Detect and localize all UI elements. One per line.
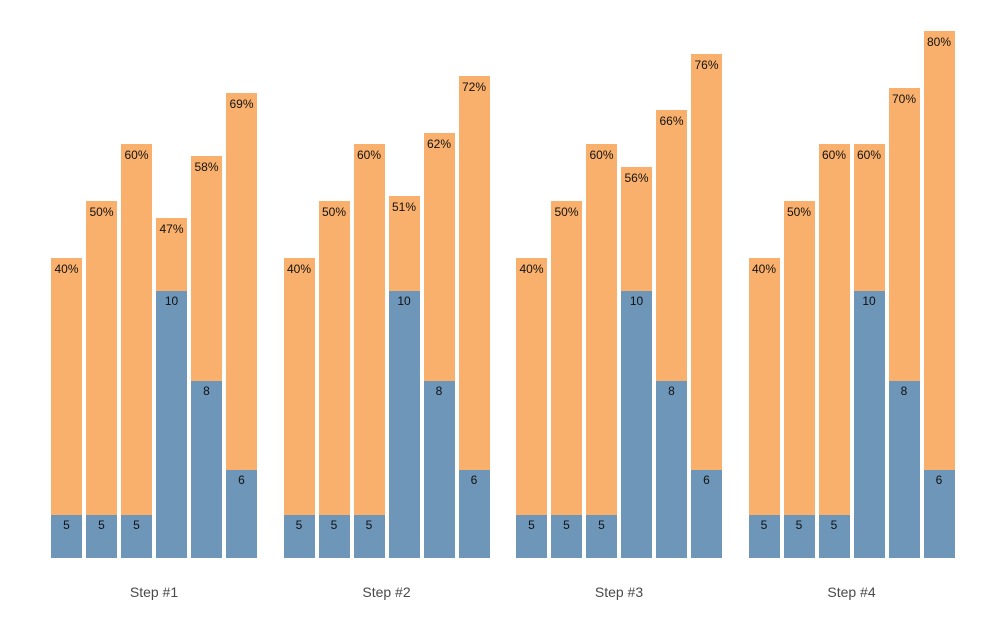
value-bar: 5 (748, 515, 780, 558)
bar-value-label: 8 (900, 384, 908, 398)
bar-percent-label: 70% (891, 92, 917, 106)
bar-percent-label: 50% (321, 205, 347, 219)
bar-percent-label: 60% (589, 148, 614, 162)
bar-value-label: 10 (397, 294, 411, 308)
percent-bar: 60% (353, 144, 385, 558)
bar-percent-label: 60% (356, 148, 382, 162)
percent-bar: 40% (516, 258, 547, 558)
percent-bar: 40% (51, 258, 82, 558)
percent-bar: 50% (551, 201, 582, 558)
bar-value-label: 5 (365, 518, 373, 532)
value-bar: 10 (388, 291, 420, 558)
bar-value-label: 10 (164, 294, 179, 308)
bar-value-label: 5 (760, 518, 768, 532)
bar-percent-label: 40% (519, 262, 544, 276)
bar-percent-label: 80% (926, 35, 952, 49)
bar-percent-label: 47% (159, 222, 184, 236)
value-bar: 6 (226, 470, 257, 558)
bar-percent-label: 40% (751, 262, 777, 276)
bar-value-label: 6 (470, 473, 478, 487)
percent-bar: 40% (748, 258, 780, 558)
value-bar: 5 (516, 515, 547, 558)
bar-percent-label: 69% (229, 97, 254, 111)
bar-percent-label: 50% (786, 205, 812, 219)
bar-value-label: 5 (98, 518, 105, 532)
bar-percent-label: 60% (856, 148, 882, 162)
percent-bar: 60% (121, 144, 152, 558)
group-label: Step #3 (594, 584, 644, 600)
percent-bar: 50% (783, 201, 815, 558)
value-bar: 8 (191, 381, 222, 558)
bar-value-label: 5 (330, 518, 338, 532)
value-bar: 10 (853, 291, 885, 558)
value-bar: 6 (458, 470, 490, 558)
bar-value-label: 6 (238, 473, 245, 487)
value-bar: 5 (51, 515, 82, 558)
bar-percent-label: 76% (694, 58, 719, 72)
value-bar: 5 (551, 515, 582, 558)
bar-value-label: 10 (862, 294, 876, 308)
bar-percent-label: 62% (426, 137, 452, 151)
bar-percent-label: 51% (391, 200, 417, 214)
bar-value-label: 5 (598, 518, 605, 532)
value-bar: 10 (156, 291, 187, 558)
value-bar: 5 (783, 515, 815, 558)
bar-value-label: 8 (435, 384, 443, 398)
value-bar: 5 (121, 515, 152, 558)
value-bar: 5 (818, 515, 850, 558)
percent-bar: 40% (283, 258, 315, 558)
bar-percent-label: 40% (54, 262, 79, 276)
bar-percent-label: 58% (194, 160, 219, 174)
bar-value-label: 8 (668, 384, 675, 398)
bar-value-label: 5 (795, 518, 803, 532)
percent-bar: 60% (586, 144, 617, 558)
group-label: Step #1 (129, 584, 179, 600)
bar-value-label: 5 (528, 518, 535, 532)
bar-value-label: 5 (830, 518, 838, 532)
value-bar: 8 (656, 381, 687, 558)
bar-percent-label: 50% (89, 205, 114, 219)
bar-value-label: 5 (295, 518, 303, 532)
value-bar: 8 (423, 381, 455, 558)
value-bar: 5 (353, 515, 385, 558)
group-label: Step #2 (362, 584, 411, 600)
value-bar: 8 (888, 381, 920, 558)
bar-percent-label: 66% (659, 114, 684, 128)
value-bar: 10 (621, 291, 652, 558)
bar-percent-label: 60% (821, 148, 847, 162)
bar-percent-label: 56% (624, 171, 649, 185)
value-bar: 6 (691, 470, 722, 558)
value-bar: 6 (923, 470, 955, 558)
bar-percent-label: 72% (461, 80, 487, 94)
bar-value-label: 5 (133, 518, 140, 532)
bar-value-label: 5 (563, 518, 570, 532)
group-label: Step #4 (827, 584, 876, 600)
percent-bar: 50% (318, 201, 350, 558)
bar-value-label: 8 (203, 384, 210, 398)
percent-bar: 50% (86, 201, 117, 558)
bar-value-label: 10 (629, 294, 644, 308)
bar-value-label: 6 (935, 473, 943, 487)
percent-bar: 60% (818, 144, 850, 558)
bar-percent-label: 50% (554, 205, 579, 219)
bar-value-label: 5 (63, 518, 70, 532)
value-bar: 5 (86, 515, 117, 558)
bar-percent-label: 60% (124, 148, 149, 162)
value-bar: 5 (586, 515, 617, 558)
bar-percent-label: 40% (286, 262, 312, 276)
bar-value-label: 6 (703, 473, 710, 487)
value-bar: 5 (318, 515, 350, 558)
value-bar: 5 (283, 515, 315, 558)
